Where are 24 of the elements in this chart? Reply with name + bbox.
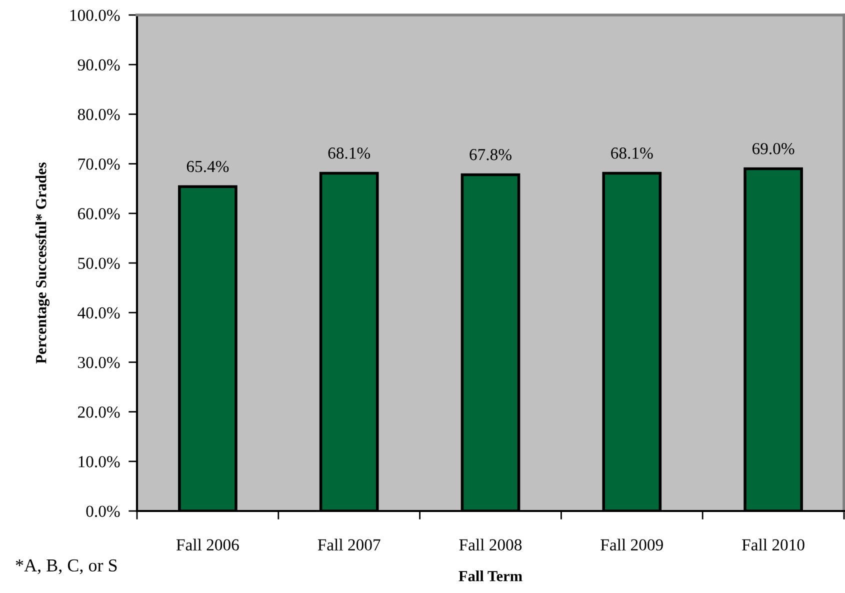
x-axis-title: Fall Term <box>458 570 522 582</box>
x-tick-label: Fall 2009 <box>600 538 663 551</box>
y-tick-label: 0.0% <box>86 506 120 518</box>
y-tick-label: 70.0% <box>78 158 120 170</box>
x-tick-label: Fall 2006 <box>176 538 239 551</box>
data-label: 67.8% <box>470 148 512 160</box>
y-tick-label: 60.0% <box>78 208 120 220</box>
data-label: 68.1% <box>328 147 370 159</box>
x-tick-label: Fall 2008 <box>459 538 522 551</box>
data-label: 69.0% <box>752 143 794 154</box>
y-tick-label: 90.0% <box>78 59 120 71</box>
y-tick-label: 80.0% <box>78 108 120 120</box>
y-tick-label: 50.0% <box>78 258 120 270</box>
y-tick-label: 40.0% <box>78 307 120 319</box>
text: *A, B, C, or S <box>16 559 117 574</box>
data-label: 65.4% <box>186 160 229 172</box>
data-label: 68.1% <box>611 147 653 159</box>
y-tick-label: 100.0% <box>70 10 120 22</box>
y-tick-label: 30.0% <box>78 356 120 368</box>
x-tick-label: Fall 2010 <box>742 538 804 551</box>
y-axis-title: Percentage Successful* Grades <box>35 162 50 364</box>
y-tick-label: 10.0% <box>78 456 120 468</box>
x-tick-label: Fall 2007 <box>318 538 380 551</box>
y-tick-label: 20.0% <box>78 406 120 418</box>
